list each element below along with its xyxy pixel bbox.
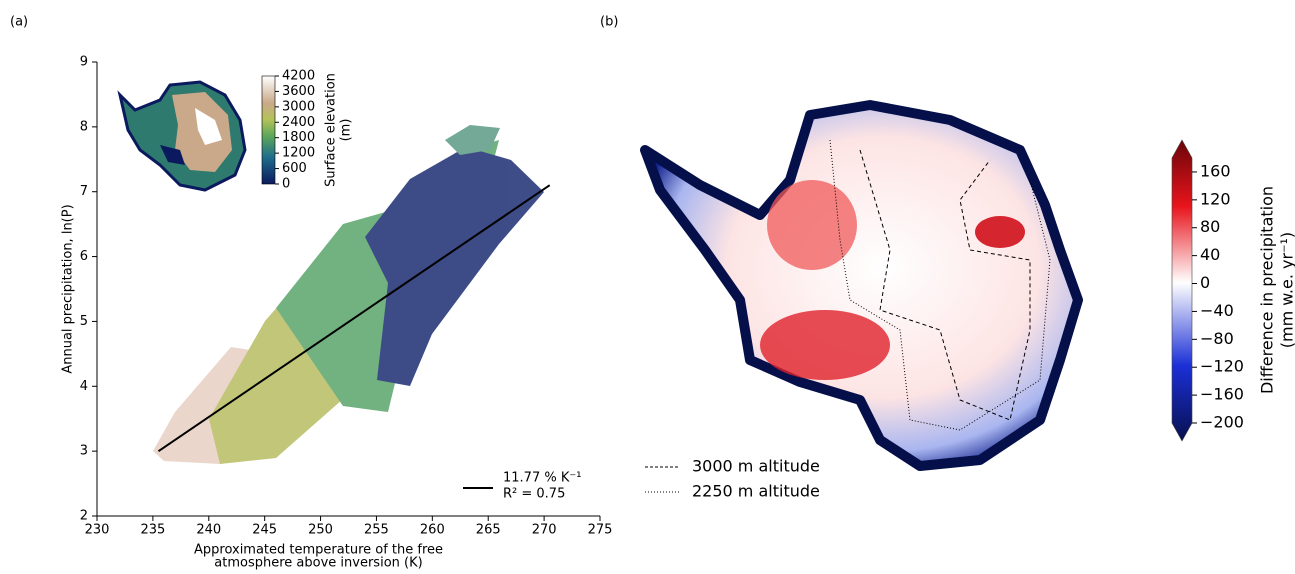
x-tick-label: 255	[364, 523, 389, 538]
panel-b: (b)	[600, 15, 1192, 493]
legend-label: 3000 m altitude	[692, 457, 820, 476]
colorbar-tick-label: 80	[1200, 217, 1220, 236]
colorbar-tick-label: 40	[1200, 245, 1220, 264]
colorbar-tick-label: −160	[1200, 385, 1244, 404]
colorbar-tick-label: 0	[1200, 273, 1210, 292]
y-tick-label: 2	[80, 509, 88, 524]
colorbar-label: (m)	[339, 119, 354, 142]
colorbar	[1172, 140, 1192, 441]
y-tick-label: 4	[80, 379, 88, 394]
inset-map	[120, 82, 245, 190]
colorbar-tick-label: 2400	[282, 115, 315, 130]
x-tick-label: 230	[85, 523, 110, 538]
panel-label: (b)	[600, 15, 618, 30]
y-tick-label: 6	[80, 249, 88, 264]
x-tick-label: 270	[532, 523, 557, 538]
legend-label: 11.77 % K⁻¹	[503, 471, 581, 486]
x-axis-label: atmosphere above inversion (K)	[214, 556, 422, 571]
inset-colorbar	[262, 76, 275, 184]
colorbar-tick-label: 1200	[282, 146, 315, 161]
colorbar-tick-label: 1800	[282, 130, 315, 145]
annotation: R² = 0.75	[503, 487, 565, 502]
colorbar-tick-label: 3600	[282, 84, 315, 99]
y-tick-label: 8	[80, 119, 88, 134]
y-tick-label: 5	[80, 314, 88, 329]
x-tick-label: 240	[196, 523, 221, 538]
colorbar-tick-label: −200	[1200, 413, 1244, 432]
colorbar-tick-label: 600	[282, 161, 307, 176]
colorbar-tick-label: 120	[1200, 189, 1231, 208]
colorbar-tick-label: −80	[1200, 329, 1234, 348]
y-tick-label: 3	[80, 444, 88, 459]
colorbar-label: (mm w.e. yr⁻¹)	[1278, 232, 1295, 348]
colorbar-tick-label: −120	[1200, 357, 1244, 376]
y-axis-label: Annual precipitation, ln(P)	[61, 204, 76, 373]
map-region	[767, 180, 857, 270]
colorbar-tick-label: 4200	[282, 69, 315, 84]
legend-label: 2250 m altitude	[692, 482, 820, 501]
x-tick-label: 250	[308, 523, 333, 538]
colorbar-label: Surface elevation	[324, 73, 339, 187]
antarctica-map	[645, 105, 1078, 466]
x-tick-label: 275	[588, 523, 613, 538]
map-region	[760, 310, 890, 380]
x-tick-label: 265	[476, 523, 501, 538]
panel-label: (a)	[10, 15, 28, 30]
colorbar-tick-label: 0	[282, 177, 290, 192]
x-tick-label: 235	[140, 523, 165, 538]
panel-a: (a)	[10, 15, 544, 465]
map-region	[975, 216, 1025, 248]
x-tick-label: 260	[420, 523, 445, 538]
y-tick-label: 9	[80, 55, 88, 70]
colorbar-tick-label: 160	[1200, 161, 1231, 180]
y-tick-label: 7	[80, 184, 88, 199]
colorbar-label: Difference in precipitation	[1258, 186, 1277, 394]
colorbar-tick-label: −40	[1200, 301, 1234, 320]
colorbar-tick-label: 3000	[282, 99, 315, 114]
x-tick-label: 245	[252, 523, 277, 538]
